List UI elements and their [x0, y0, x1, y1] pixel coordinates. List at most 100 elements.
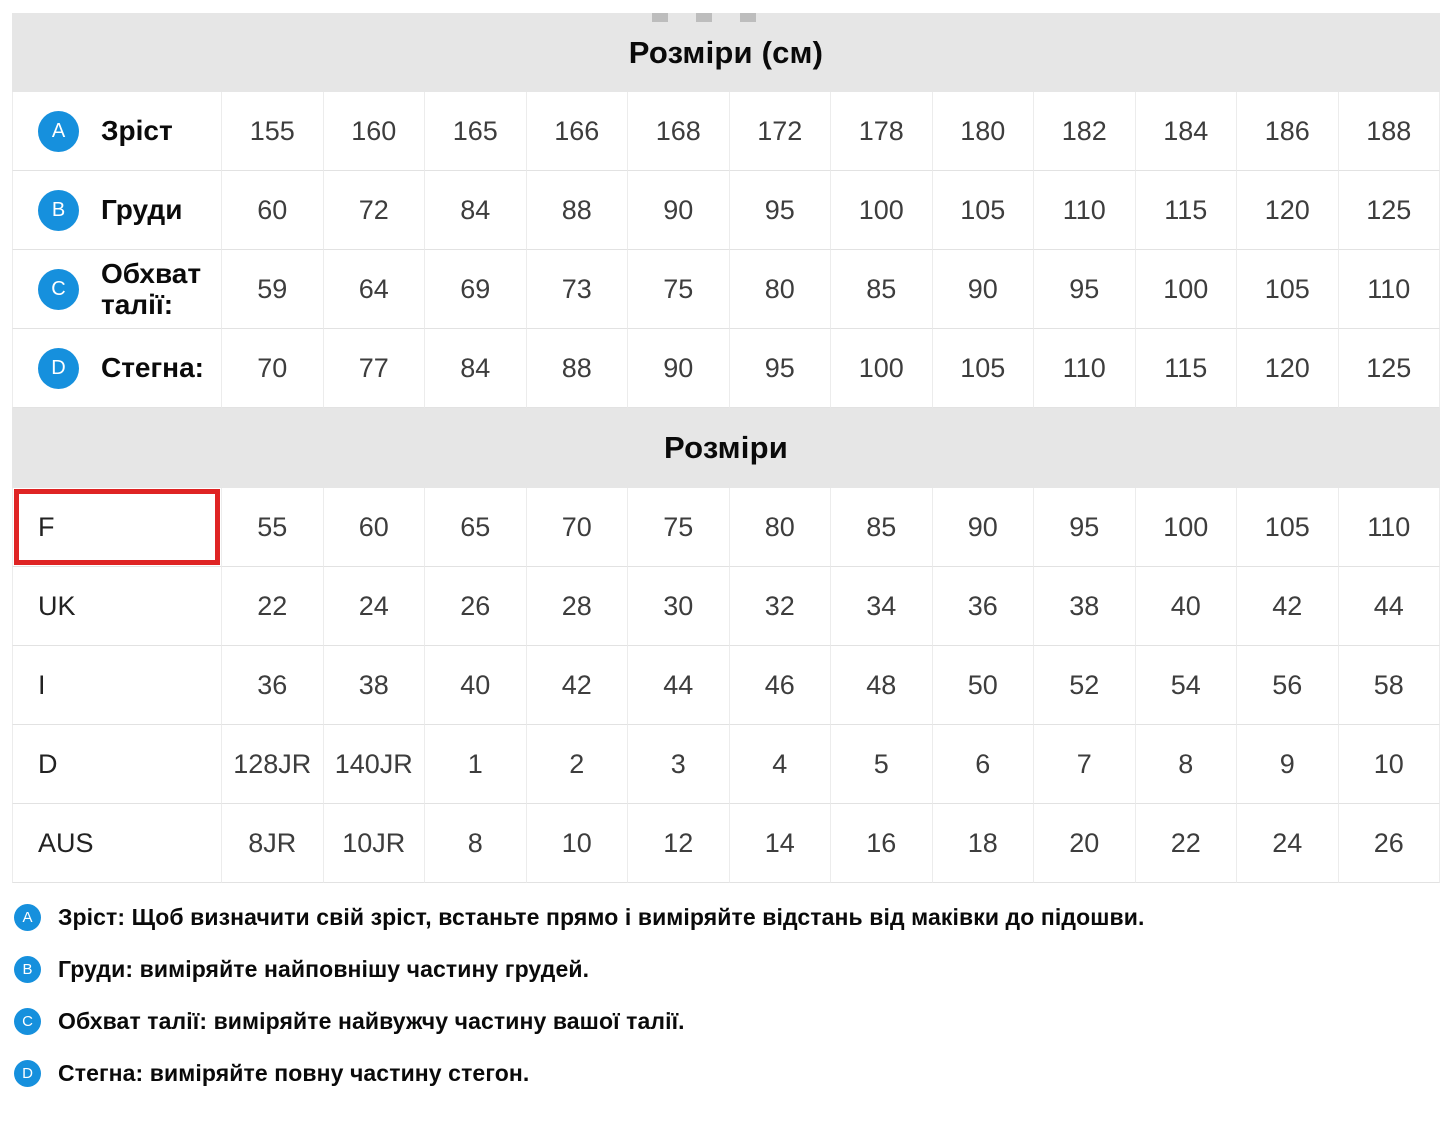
size-cell: 110: [1034, 329, 1136, 408]
size-cell: 105: [1237, 250, 1339, 329]
notes-list: A Зріст: Щоб визначити свій зріст, встань…: [14, 904, 1452, 1087]
size-cell: 7: [1034, 725, 1136, 804]
note-text: Груди: виміряйте найповнішу частину груд…: [58, 956, 590, 982]
table-row: A Зріст 155 160 165 166 168 172 178 180 182 184 186 1…: [12, 92, 1440, 171]
size-cell: 178: [831, 92, 933, 171]
size-cell: 56: [1237, 646, 1339, 725]
size-cell: 55: [222, 488, 324, 567]
size-cell: 75: [628, 250, 730, 329]
table-row: F 55 60 65 70 75 80 85 90 95 100 105 110: [12, 488, 1440, 567]
size-cell: 59: [222, 250, 324, 329]
size-cell: 2: [526, 725, 628, 804]
size-cell: 110: [1338, 488, 1440, 567]
row-label-cell: AUS: [12, 804, 222, 883]
row-label-cell: UK: [12, 567, 222, 646]
row-label: Груди: [101, 194, 183, 226]
letter-badge: A: [14, 904, 41, 931]
size-cell: 100: [1135, 250, 1237, 329]
size-cell: 105: [932, 329, 1034, 408]
size-cell: 100: [831, 171, 933, 250]
measurement-note: B Груди: виміряйте найповнішу частину гру…: [14, 956, 1452, 983]
size-cell: 95: [1034, 488, 1136, 567]
size-cell: 88: [526, 329, 628, 408]
size-cell: 160: [323, 92, 425, 171]
size-chart-page: Розміри (см) A Зріст 155 160 165 166 168 172 178…: [0, 13, 1452, 1087]
size-cell: 180: [932, 92, 1034, 171]
size-cell: 100: [831, 329, 933, 408]
size-cell: 110: [1034, 171, 1136, 250]
size-cell: 26: [425, 567, 527, 646]
size-cell: 18: [932, 804, 1034, 883]
note-text: Зріст: Щоб визначити свій зріст, встаньт…: [58, 904, 1145, 930]
row-label-cell: B Груди: [12, 171, 222, 250]
size-cell: 3: [628, 725, 730, 804]
size-cell: 166: [526, 92, 628, 171]
size-cell: 8JR: [222, 804, 324, 883]
row-label-cell: D Стегна:: [12, 329, 222, 408]
size-cell: 100: [1135, 488, 1237, 567]
size-cell: 8: [1135, 725, 1237, 804]
size-cell: 115: [1135, 329, 1237, 408]
letter-badge: A: [38, 110, 79, 152]
size-cell: 40: [1135, 567, 1237, 646]
size-cell: 120: [1237, 329, 1339, 408]
size-cell: 105: [1237, 488, 1339, 567]
size-cell: 80: [729, 488, 831, 567]
row-label-cell: C Обхват талії:: [12, 250, 222, 329]
size-cell: 75: [628, 488, 730, 567]
size-cell: 125: [1338, 171, 1440, 250]
cm-table-body: A Зріст 155 160 165 166 168 172 178 180 182 184 186 1…: [12, 92, 1440, 408]
letter-badge: C: [14, 1008, 41, 1035]
table-row: I 36 38 40 42 44 46 48 50 52 54 56 58: [12, 646, 1440, 725]
size-cell: 32: [729, 567, 831, 646]
size-cell: 105: [932, 171, 1034, 250]
size-cell: 38: [323, 646, 425, 725]
size-cell: 88: [526, 171, 628, 250]
row-label: Зріст: [101, 115, 173, 147]
size-cell: 60: [323, 488, 425, 567]
row-label: Стегна:: [101, 352, 204, 384]
size-cell: 12: [628, 804, 730, 883]
table-row: D Стегна: 70 77 84 88 90 95 100 105 110 115 120 125: [12, 329, 1440, 408]
size-cell: 10: [526, 804, 628, 883]
size-cell: 42: [1237, 567, 1339, 646]
table-row: C Обхват талії: 59 64 69 73 75 80 85 90 95 100 105 11…: [12, 250, 1440, 329]
size-cell: 34: [831, 567, 933, 646]
size-cell: 95: [729, 171, 831, 250]
row-label: Обхват талії:: [101, 257, 202, 320]
size-cell: 77: [323, 329, 425, 408]
size-cell: 65: [425, 488, 527, 567]
size-cell: 84: [425, 329, 527, 408]
size-cell: 20: [1034, 804, 1136, 883]
row-label-cell: F: [12, 488, 222, 567]
size-cell: 85: [831, 488, 933, 567]
size-cell: 26: [1338, 804, 1440, 883]
sizes-table-body: F 55 60 65 70 75 80 85 90 95 100 105 110 UK 22 24 26 28 30…: [12, 488, 1440, 883]
size-cell: 90: [932, 250, 1034, 329]
size-cell: 80: [729, 250, 831, 329]
letter-badge: C: [38, 268, 79, 310]
table-row: D 128JR 140JR 1 2 3 4 5 6 7 8 9 10: [12, 725, 1440, 804]
size-cell: 110: [1338, 250, 1440, 329]
row-label: AUS: [38, 827, 94, 858]
letter-badge: B: [38, 189, 79, 231]
cropped-text-artifact: [652, 13, 756, 22]
size-cell: 85: [831, 250, 933, 329]
letter-badge: D: [14, 1060, 41, 1087]
size-cell: 60: [222, 171, 324, 250]
letter-badge: D: [38, 347, 79, 389]
row-label: D: [38, 748, 58, 779]
measurement-note: A Зріст: Щоб визначити свій зріст, встань…: [14, 904, 1452, 931]
size-chart: Розміри (см) A Зріст 155 160 165 166 168 172 178…: [12, 13, 1440, 883]
size-cell: 70: [526, 488, 628, 567]
size-cell: 95: [1034, 250, 1136, 329]
size-cell: 69: [425, 250, 527, 329]
note-text: Обхват талії: виміряйте найвужчу частину…: [58, 1008, 685, 1034]
size-cell: 84: [425, 171, 527, 250]
size-cell: 64: [323, 250, 425, 329]
size-cell: 1: [425, 725, 527, 804]
size-cell: 44: [1338, 567, 1440, 646]
row-label-cell: I: [12, 646, 222, 725]
size-cell: 50: [932, 646, 1034, 725]
row-label: I: [38, 669, 46, 700]
